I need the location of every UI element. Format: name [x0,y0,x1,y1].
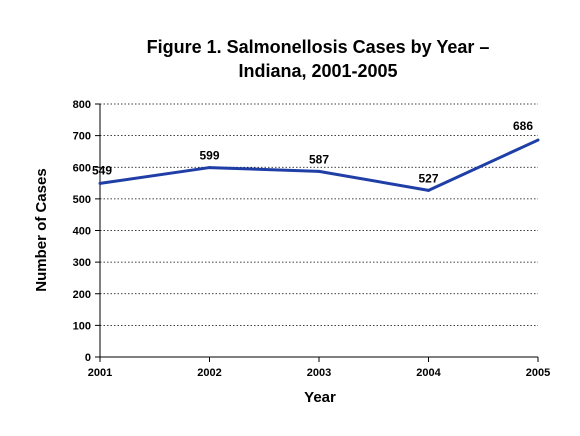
data-point [536,138,540,142]
data-label: 527 [418,171,438,185]
data-labels: 549 599 587 527 686 [92,119,533,185]
series-layer [98,138,540,192]
chart-subtitle: Indiana, 2001-2005 [238,61,397,81]
y-tick-label: 800 [73,99,91,111]
y-tick-label: 100 [73,320,91,332]
y-tick-label: 400 [73,226,91,238]
data-point [317,169,321,173]
y-tick-label: 600 [73,162,91,174]
data-label: 686 [513,119,533,133]
x-tick-labels: 2001 2002 2003 2004 2005 [88,367,550,379]
y-tick-label: 300 [73,257,91,269]
y-axis-label: Number of Cases [33,168,50,291]
x-tick-label: 2001 [88,367,112,379]
x-axis-label: Year [304,389,336,406]
x-tick-label: 2004 [416,367,441,379]
y-tick-label: 500 [73,194,91,206]
data-point [427,188,430,192]
axes [95,103,539,362]
x-tick-label: 2005 [526,367,550,379]
chart-title: Figure 1. Salmonellosis Cases by Year – [147,37,490,57]
data-point [98,181,102,185]
data-point [208,166,211,170]
gridlines [100,103,538,326]
data-label: 587 [309,152,329,166]
x-tick-label: 2002 [197,367,221,379]
x-tick-label: 2003 [307,367,331,379]
data-label: 549 [92,163,112,177]
y-tick-label: 200 [73,289,91,301]
y-tick-label: 0 [85,352,91,364]
y-tick-label: 700 [73,131,91,143]
y-tick-labels: 0 100 200 300 400 500 600 700 800 [73,99,91,364]
data-label: 599 [199,149,219,163]
